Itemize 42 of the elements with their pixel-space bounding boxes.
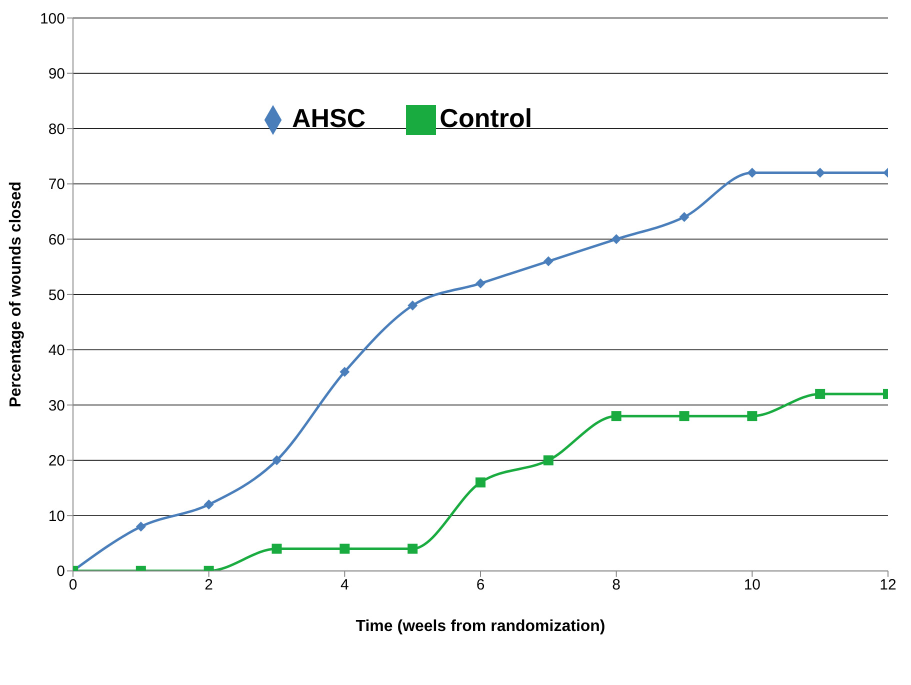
legend-label: AHSC: [292, 103, 366, 133]
y-tick-label: 20: [48, 452, 65, 470]
x-tick-label: 10: [744, 576, 761, 594]
point: [747, 411, 758, 422]
y-axis-title: Percentage of wounds closed: [8, 182, 25, 408]
x-tick-label: 6: [476, 576, 485, 594]
point: [408, 544, 418, 554]
x-tick-label: 8: [612, 576, 621, 594]
point: [815, 388, 826, 399]
y-tick-label: 100: [40, 10, 65, 28]
legend-label: Control: [440, 103, 532, 133]
y-tick-label: 90: [48, 66, 65, 83]
x-tick-label: 12: [880, 576, 896, 594]
point: [476, 278, 486, 288]
point: [204, 500, 214, 510]
y-tick-label: 30: [48, 397, 65, 414]
y-tick-label: 50: [48, 286, 65, 304]
point: [611, 411, 622, 422]
point: [272, 544, 282, 554]
point: [543, 455, 554, 466]
point: [611, 234, 622, 244]
point: [679, 212, 690, 222]
y-tick-label: 70: [48, 176, 65, 194]
point: [408, 300, 418, 310]
point: [747, 168, 758, 178]
point: [476, 477, 486, 488]
point: [679, 411, 690, 422]
point: [543, 256, 554, 266]
x-tick-label: 4: [340, 576, 349, 594]
point: [340, 366, 350, 377]
point: [272, 455, 282, 466]
point: [815, 168, 826, 178]
point: [340, 544, 350, 554]
x-tick-label: 0: [68, 576, 78, 594]
y-tick-label: 60: [48, 231, 65, 248]
y-tick-label: 10: [48, 508, 65, 525]
y-tick-label: 40: [48, 342, 65, 360]
y-tick-label: 80: [48, 120, 65, 138]
x-axis-title: Time (weels from randomization): [356, 618, 606, 635]
y-tick-label: 0: [56, 563, 65, 580]
point: [136, 522, 146, 532]
x-tick-label: 2: [204, 576, 214, 594]
